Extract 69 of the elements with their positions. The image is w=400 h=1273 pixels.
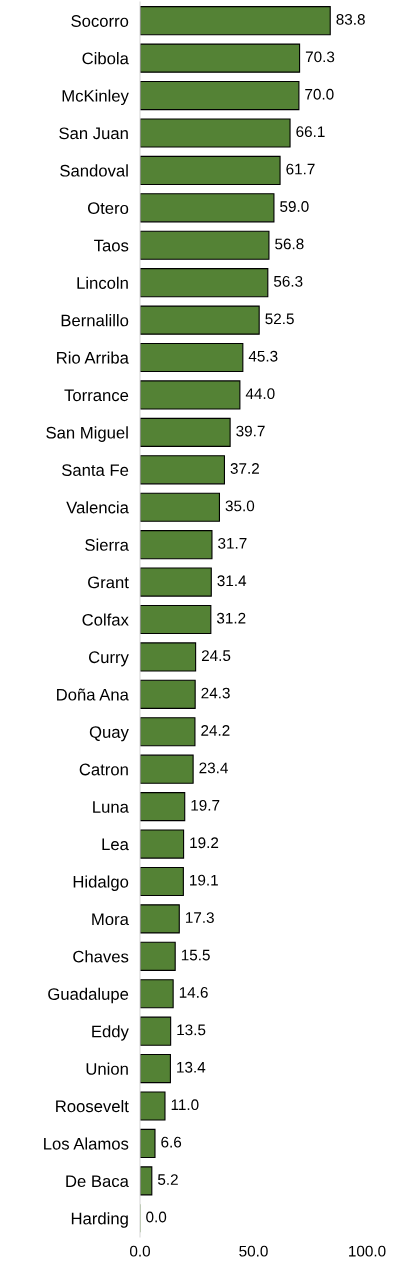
data-label: 70.0 <box>305 88 334 100</box>
data-label: 17.3 <box>185 912 214 923</box>
data-label: 56.8 <box>275 238 304 250</box>
data-label: 11.0 <box>171 1099 199 1111</box>
y-tick-label: McKinley <box>62 89 129 106</box>
y-tick-label: Los Alamos <box>44 1137 129 1150</box>
data-label: 24.5 <box>201 650 231 662</box>
y-tick-label: Mora <box>92 913 129 926</box>
y-tick-label: Grant <box>88 576 129 589</box>
x-tick-label: 50.0 <box>239 1245 268 1257</box>
y-tick-label: Roosevelt <box>56 1099 129 1113</box>
data-label: 23.4 <box>199 762 228 774</box>
data-label: 31.7 <box>218 537 247 549</box>
data-label: 13.5 <box>177 1024 206 1036</box>
y-tick-label: Eddy <box>92 1025 129 1041</box>
data-label: 52.5 <box>265 313 294 325</box>
data-label: 5.2 <box>157 1174 178 1185</box>
data-label: 44.0 <box>245 388 275 400</box>
y-tick-label: Santa Fe <box>62 464 129 477</box>
y-tick-label: Rio Arriba <box>57 351 129 364</box>
y-tick-label: Guadalupe <box>48 987 129 1004</box>
data-label: 35.0 <box>225 500 255 512</box>
y-tick-label: Valencia <box>66 501 129 514</box>
x-tick-label: 0.0 <box>129 1245 151 1257</box>
y-tick-label: Luna <box>93 801 129 813</box>
y-tick-label: Lincoln <box>77 276 128 289</box>
y-tick-label: Chaves <box>73 950 129 963</box>
y-tick-label: Bernalillo <box>61 314 129 327</box>
data-label: 56.3 <box>273 275 303 287</box>
y-tick-label: Cibola <box>82 52 129 65</box>
data-label: 19.7 <box>191 799 220 811</box>
y-tick-label: Hidalgo <box>73 875 129 891</box>
data-label: 24.3 <box>201 687 230 699</box>
y-tick-label: Union <box>86 1062 128 1075</box>
y-tick-label: Colfax <box>82 613 129 626</box>
y-tick-label: Harding <box>71 1212 128 1228</box>
data-label: 31.2 <box>216 612 246 624</box>
data-label: 83.8 <box>336 13 365 25</box>
data-label: 19.1 <box>190 874 218 886</box>
data-label: 66.1 <box>296 126 325 138</box>
data-label: 45.3 <box>248 350 278 362</box>
y-tick-label: Quay <box>89 726 129 742</box>
data-label: 37.2 <box>230 463 259 474</box>
y-tick-label: San Miguel <box>46 426 128 442</box>
y-tick-label: De Baca <box>66 1175 129 1188</box>
data-label: 39.7 <box>236 425 265 437</box>
y-tick-label: Curry <box>89 651 129 667</box>
y-tick-label: Taos <box>94 239 129 252</box>
y-tick-label: Catron <box>79 763 128 776</box>
y-tick-label: Socorro <box>71 15 129 27</box>
data-label: 61.7 <box>286 163 315 175</box>
data-label: 70.3 <box>305 51 335 63</box>
data-label: 15.5 <box>181 949 210 961</box>
x-tick-label: 100.0 <box>349 1245 386 1257</box>
data-label: 14.6 <box>179 987 208 998</box>
y-tick-label: Sierra <box>85 538 129 551</box>
data-label: 24.2 <box>201 725 230 736</box>
data-label: 19.2 <box>190 837 219 849</box>
y-tick-label: Otero <box>88 202 129 215</box>
y-tick-label: San Juan <box>59 127 128 140</box>
y-tick-label: Sandoval <box>60 164 128 177</box>
data-label: 6.6 <box>161 1136 182 1148</box>
data-label: 0.0 <box>146 1211 167 1223</box>
y-tick-label: Torrance <box>64 389 129 402</box>
data-label: 59.0 <box>280 201 309 212</box>
data-label: 13.4 <box>177 1061 206 1073</box>
y-tick-label: Doña Ana <box>57 688 129 701</box>
data-label: 31.4 <box>217 575 247 587</box>
y-tick-label: Lea <box>102 838 129 851</box>
